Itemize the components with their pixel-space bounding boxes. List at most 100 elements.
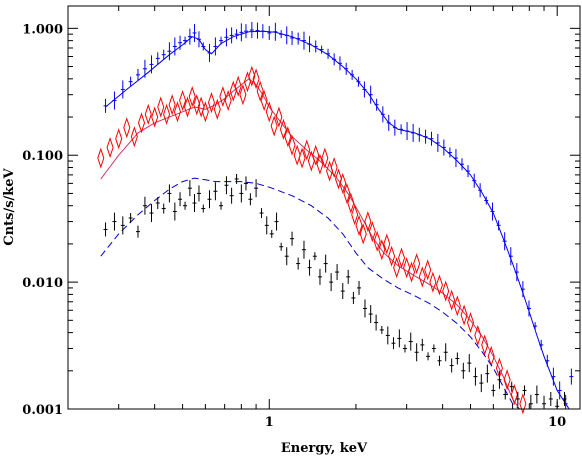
- data-point: [248, 65, 256, 87]
- data-point: [355, 214, 363, 236]
- x-tick-label: 1: [265, 415, 274, 430]
- data-point: [426, 352, 431, 361]
- data-point: [265, 101, 273, 123]
- data-point: [339, 172, 347, 194]
- plot-frame: [67, 5, 581, 410]
- data-point: [239, 23, 244, 42]
- data-point: [423, 129, 428, 144]
- data-point: [187, 180, 192, 197]
- data-point: [128, 76, 133, 87]
- data-point: [188, 85, 196, 108]
- data-point: [172, 202, 177, 221]
- data-point: [343, 182, 351, 205]
- data-point: [201, 101, 209, 123]
- data-point: [569, 368, 574, 385]
- chart-marks: [97, 22, 574, 415]
- data-point: [321, 147, 329, 169]
- data-point: [183, 96, 192, 118]
- data-point: [128, 213, 133, 224]
- data-point: [515, 391, 520, 406]
- data-point: [459, 158, 464, 171]
- data-point: [413, 252, 421, 275]
- data-point: [520, 281, 525, 298]
- data-point: [243, 24, 248, 39]
- data-point: [330, 156, 338, 179]
- data-point: [234, 29, 239, 40]
- data-point: [161, 203, 166, 214]
- data-point: [234, 173, 239, 184]
- data-point: [551, 367, 556, 386]
- data-point: [522, 385, 527, 396]
- data-point: [229, 187, 234, 204]
- data-point: [112, 212, 117, 231]
- data-point: [187, 28, 192, 45]
- data-point: [472, 173, 477, 188]
- data-point: [307, 36, 312, 53]
- data-point: [453, 149, 458, 168]
- data-point: [403, 257, 411, 279]
- data-point: [243, 176, 248, 191]
- data-point: [437, 355, 442, 366]
- data-point: [144, 103, 152, 125]
- y-axis-title: Cnts/s/keV: [2, 167, 17, 245]
- data-point: [510, 383, 518, 406]
- data-point: [490, 202, 495, 221]
- data-point: [461, 362, 466, 379]
- y-tick-label: 1.000: [22, 22, 63, 37]
- data-point: [519, 393, 527, 415]
- data-point: [385, 326, 390, 345]
- data-point: [313, 40, 318, 53]
- data-point: [151, 106, 159, 128]
- data-point: [273, 22, 278, 41]
- data-point: [167, 184, 172, 203]
- y-tick-label: 0.010: [22, 276, 63, 291]
- data-point: [453, 295, 461, 317]
- data-point: [337, 56, 342, 71]
- data-point: [397, 329, 402, 348]
- data-point: [528, 394, 533, 409]
- data-point: [207, 43, 212, 62]
- data-point: [274, 212, 279, 231]
- data-point: [435, 133, 440, 152]
- data-point: [557, 381, 562, 400]
- data-point: [224, 89, 232, 112]
- data-point: [316, 153, 324, 175]
- data-point: [368, 85, 373, 104]
- data-point: [301, 240, 306, 259]
- data-point: [562, 391, 567, 406]
- data-point: [207, 190, 212, 209]
- data-point: [379, 325, 384, 334]
- data-point: [163, 103, 171, 125]
- data-point: [275, 106, 283, 128]
- data-point: [229, 80, 237, 102]
- data-point: [526, 300, 531, 317]
- data-point: [179, 89, 187, 112]
- data-point: [545, 354, 550, 367]
- data-point: [478, 183, 483, 198]
- data-point: [334, 168, 343, 190]
- data-point: [317, 268, 322, 285]
- data-point: [503, 389, 508, 400]
- y-tick-label: 0.001: [22, 403, 63, 418]
- data-point: [103, 222, 108, 237]
- data-point: [234, 75, 242, 97]
- data-point: [173, 101, 182, 123]
- data-point: [307, 259, 312, 276]
- data-point: [368, 221, 376, 243]
- data-point: [497, 370, 502, 389]
- data-point: [312, 252, 317, 261]
- data-point: [435, 274, 443, 296]
- data-point: [149, 55, 154, 74]
- data-point: [350, 69, 355, 80]
- data-point: [364, 210, 372, 233]
- data-point: [386, 114, 391, 131]
- data-point: [449, 358, 454, 373]
- data-point: [508, 247, 513, 266]
- data-point: [443, 343, 448, 362]
- data-point: [135, 225, 140, 238]
- data-point: [319, 45, 324, 54]
- data-point: [474, 324, 482, 347]
- data-point: [196, 185, 201, 202]
- data-point: [359, 223, 367, 245]
- data-point: [192, 194, 197, 213]
